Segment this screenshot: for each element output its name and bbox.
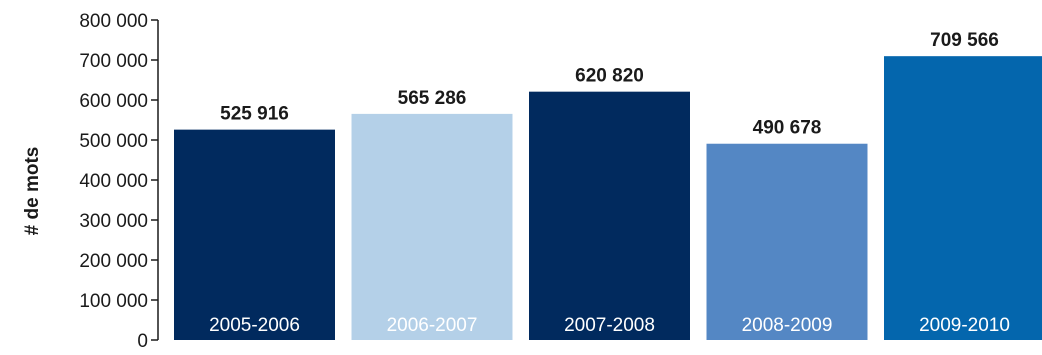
y-tick-label: 800 000 (79, 11, 148, 32)
y-axis-ticks: 0 100 000 200 000 300 000 400 000 500 000 600 … (79, 11, 158, 352)
bar-value-label: 490 678 (753, 118, 822, 139)
bars-group: 525 916 2005-2006 565 286 2006-2007 620 820 2… (174, 30, 1042, 341)
y-tick-label: 0 (137, 331, 148, 350)
y-tick-label: 100 000 (79, 291, 148, 312)
category-label: 2009-2010 (919, 315, 1010, 336)
bar (529, 91, 690, 340)
y-tick-label: 600 000 (79, 91, 148, 112)
bar-value-label: 565 286 (398, 88, 467, 109)
y-tick-label: 200 000 (79, 251, 148, 272)
y-axis-title: # de mots (22, 147, 43, 236)
bar (884, 56, 1042, 341)
bar (351, 113, 513, 341)
y-tick-label: 400 000 (79, 171, 148, 192)
y-tick-label: 500 000 (79, 131, 148, 152)
category-label: 2006-2007 (387, 315, 478, 336)
y-tick-label: 300 000 (79, 211, 148, 232)
bar-value-label: 525 916 (220, 104, 289, 125)
bar (706, 143, 868, 340)
category-label: 2005-2006 (209, 315, 300, 336)
bar (174, 129, 335, 340)
bar-value-label: 620 820 (575, 66, 644, 87)
category-label: 2007-2008 (564, 315, 655, 336)
category-label: 2008-2009 (742, 315, 833, 336)
y-tick-label: 700 000 (79, 51, 148, 72)
bar-value-label: 709 566 (930, 30, 999, 51)
